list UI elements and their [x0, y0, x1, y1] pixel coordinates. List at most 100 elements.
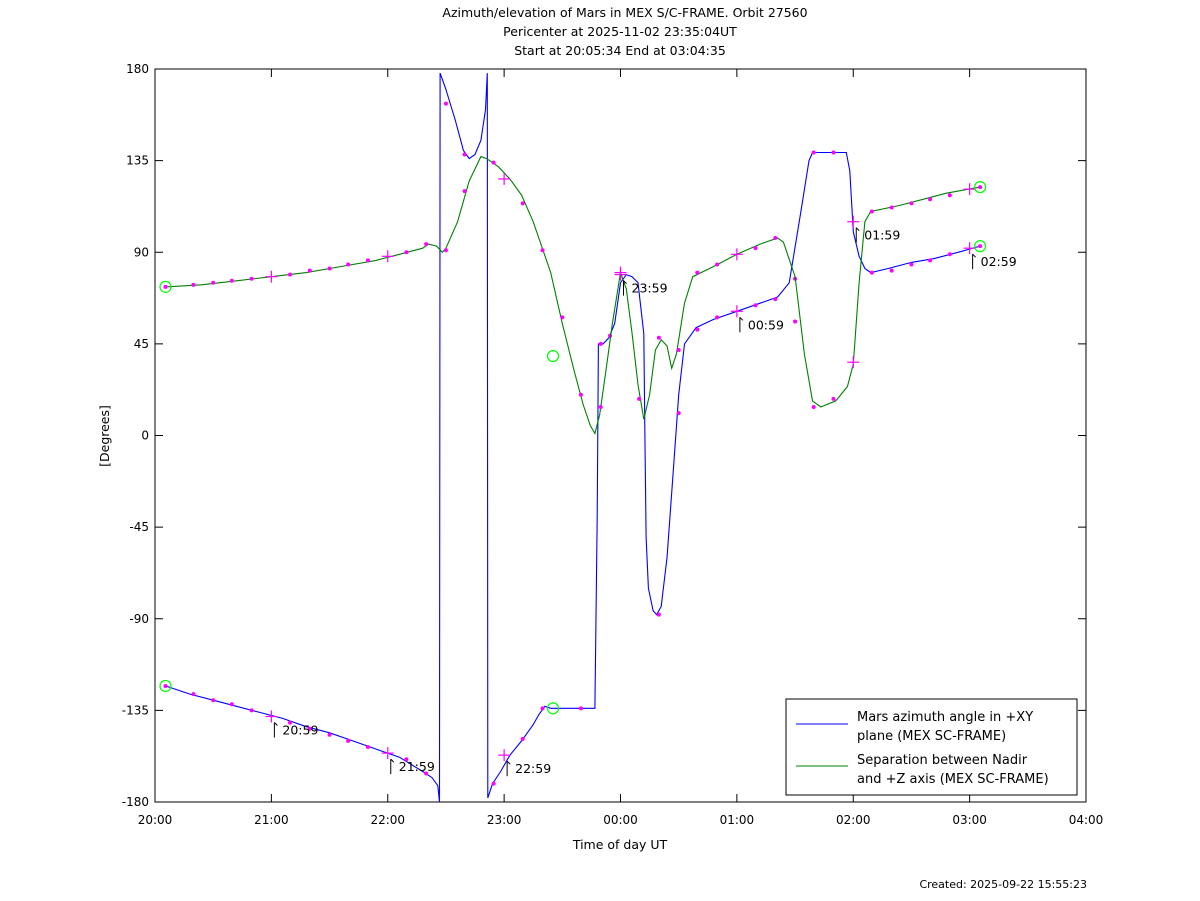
- series-0-event-circle-0: [159, 679, 172, 693]
- series-1-point-10: [404, 250, 409, 255]
- series-1: [159, 155, 987, 435]
- series-1-point-16: [540, 248, 545, 253]
- series-0-event-circle-2: [973, 240, 987, 253]
- time-annotation-3: 23:59: [623, 280, 668, 296]
- series-0-point-2: [211, 698, 216, 703]
- series-1-point-9: [365, 258, 370, 263]
- series-1-point-34: [947, 193, 952, 198]
- series-0-point-1: [191, 692, 196, 697]
- series-1-hour-marker-4: [730, 248, 743, 261]
- series-0: [159, 72, 987, 803]
- series-0-point-7: [327, 732, 332, 737]
- series-1-point-21: [656, 335, 661, 340]
- series-1-point-11: [424, 242, 429, 247]
- series-0-point-8: [346, 738, 351, 743]
- series-1-point-8: [346, 262, 351, 267]
- series-0-point-18: [598, 341, 603, 346]
- series-1-point-24: [715, 262, 720, 267]
- series-0-point-13: [462, 152, 467, 157]
- series-1-point-33: [928, 197, 933, 202]
- series-0-point-17: [578, 706, 583, 711]
- series-0-point-25: [773, 297, 778, 302]
- time-annotation-1: 21:59: [390, 758, 435, 775]
- chart-title-line-2: Pericenter at 2025-11-02 23:35:04UT: [503, 24, 737, 39]
- series-1-point-4: [249, 276, 254, 281]
- series-0-point-10: [404, 757, 409, 762]
- created-timestamp: Created: 2025-09-22 15:55:23: [919, 878, 1087, 891]
- series-0-hour-marker-1: [381, 747, 394, 760]
- legend-label-azimuth-line-2: plane (MEX SC-FRAME): [857, 729, 1006, 744]
- series-1-hour-marker-0: [265, 270, 278, 283]
- time-annotation-4: 00:59: [739, 316, 784, 333]
- y-tick-label: -45: [129, 520, 149, 534]
- x-tick-label: 00:00: [603, 813, 638, 827]
- series-1-event-circle-0: [159, 280, 172, 293]
- series-1-point-5: [287, 272, 292, 277]
- plot-area: [154, 68, 1087, 803]
- series-0-hour-marker-4: [730, 305, 743, 318]
- series-1-point-22: [676, 347, 681, 352]
- series-0-point-4: [249, 708, 254, 713]
- chart-title-line-1: Azimuth/elevation of Mars in MEX S/C-FRA…: [442, 5, 807, 20]
- series-1-point-30: [869, 209, 874, 214]
- series-0-hour-marker-2: [498, 749, 511, 762]
- series-0-point-31: [909, 262, 914, 267]
- y-axis: 180 135 90 45 0 -45 -90 -135 -180: [122, 62, 1086, 809]
- series-1-point-2: [211, 280, 216, 285]
- series-0-event-circle-1: [546, 702, 560, 715]
- series-1-hour-marker-3: [614, 266, 627, 279]
- series-1-point-14: [491, 160, 496, 165]
- y-tick-label: 45: [134, 337, 149, 351]
- series-layer: [159, 72, 987, 803]
- series-1-point-31: [889, 205, 894, 210]
- series-0-point-9: [365, 745, 370, 750]
- series-0-point-16: [540, 706, 545, 711]
- series-1-point-32: [909, 201, 914, 206]
- series-1-point-17: [560, 315, 565, 320]
- series-1-point-19: [598, 404, 603, 409]
- time-annotation-label: 21:59: [399, 759, 435, 774]
- x-tick-label: 04:00: [1069, 813, 1104, 827]
- series-1-point-28: [811, 404, 816, 409]
- series-0-point-20: [656, 612, 661, 617]
- series-1-point-35: [978, 185, 983, 190]
- time-annotation-6: 02:59: [972, 253, 1017, 270]
- time-annotation-2: 22:59: [506, 760, 551, 777]
- x-tick-label: 02:00: [836, 813, 871, 827]
- time-annotation-0: 20:59: [273, 722, 318, 738]
- y-tick-label: -135: [122, 703, 149, 717]
- y-tick-label: 0: [141, 429, 149, 443]
- x-tick-label: 22:00: [370, 813, 405, 827]
- series-1-point-12: [443, 248, 448, 253]
- series-1-point-13: [462, 189, 467, 194]
- time-annotation-label: 22:59: [515, 761, 551, 776]
- series-0-point-27: [811, 150, 816, 155]
- series-0-point-5: [287, 720, 292, 725]
- legend-box: [785, 698, 1078, 796]
- series-1-point-1: [191, 282, 196, 287]
- series-0-point-33: [947, 252, 952, 257]
- time-annotation-label: 00:59: [748, 317, 784, 332]
- legend-label-separation-line-2: and +Z axis (MEX SC-FRAME): [857, 772, 1049, 787]
- series-1-hour-marker-6: [963, 183, 976, 196]
- x-tick-label: 23:00: [487, 813, 522, 827]
- x-tick-label: 21:00: [254, 813, 289, 827]
- series-1-point-3: [229, 278, 234, 283]
- time-annotation-label: 20:59: [282, 722, 318, 737]
- series-0-point-6: [307, 726, 312, 731]
- series-1-point-15: [520, 201, 525, 206]
- series-0-point-32: [928, 258, 933, 263]
- series-1-point-25: [753, 246, 758, 251]
- series-0-point-3: [229, 702, 234, 707]
- series-0-point-30: [889, 268, 894, 273]
- series-0-point-34: [978, 244, 983, 249]
- series-0-point-11: [424, 771, 429, 776]
- series-0-point-22: [695, 327, 700, 332]
- time-annotation-label: 01:59: [864, 228, 900, 243]
- series-line-1: [165, 155, 981, 435]
- x-axis-label: Time of day UT: [572, 837, 668, 852]
- chart-title-line-3: Start at 20:05:34 End at 03:04:35: [514, 43, 726, 58]
- series-0-point-15: [520, 736, 525, 741]
- y-tick-label: 135: [126, 154, 149, 168]
- y-tick-label: 180: [126, 62, 149, 76]
